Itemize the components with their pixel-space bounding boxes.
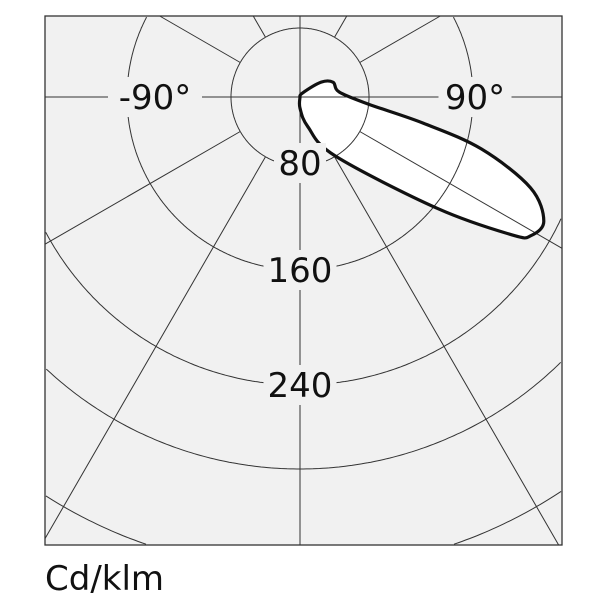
plot-border: [44, 15, 563, 546]
angle-label: -90°: [119, 78, 192, 118]
radial-tick-label-bg: [263, 250, 337, 290]
distribution-fill: [299, 80, 544, 238]
angle-label-bg: [108, 77, 202, 117]
radial-tick-label: 160: [268, 251, 333, 291]
spoke--30: [44, 156, 266, 539]
spoke--60: [44, 131, 241, 245]
spoke-150: [334, 15, 348, 38]
ring-320: [45, 361, 562, 470]
spoke-30: [334, 156, 560, 546]
angle-label: 90°: [445, 78, 505, 118]
ring-240: [45, 218, 562, 386]
radial-tick-label-bg: [274, 143, 326, 183]
radial-tick-label: 240: [268, 366, 333, 406]
spoke--150: [252, 15, 266, 38]
spoke--120: [159, 15, 241, 63]
radial-tick-label: 80: [278, 144, 321, 184]
ring-400: [45, 490, 562, 545]
ring-160: [126, 16, 474, 271]
angle-label-bg: [438, 77, 512, 117]
spoke-120: [359, 15, 441, 63]
unit-label: Cd/klm: [45, 559, 164, 599]
radial-tick-label-bg: [263, 365, 337, 405]
spoke-60: [359, 131, 563, 249]
